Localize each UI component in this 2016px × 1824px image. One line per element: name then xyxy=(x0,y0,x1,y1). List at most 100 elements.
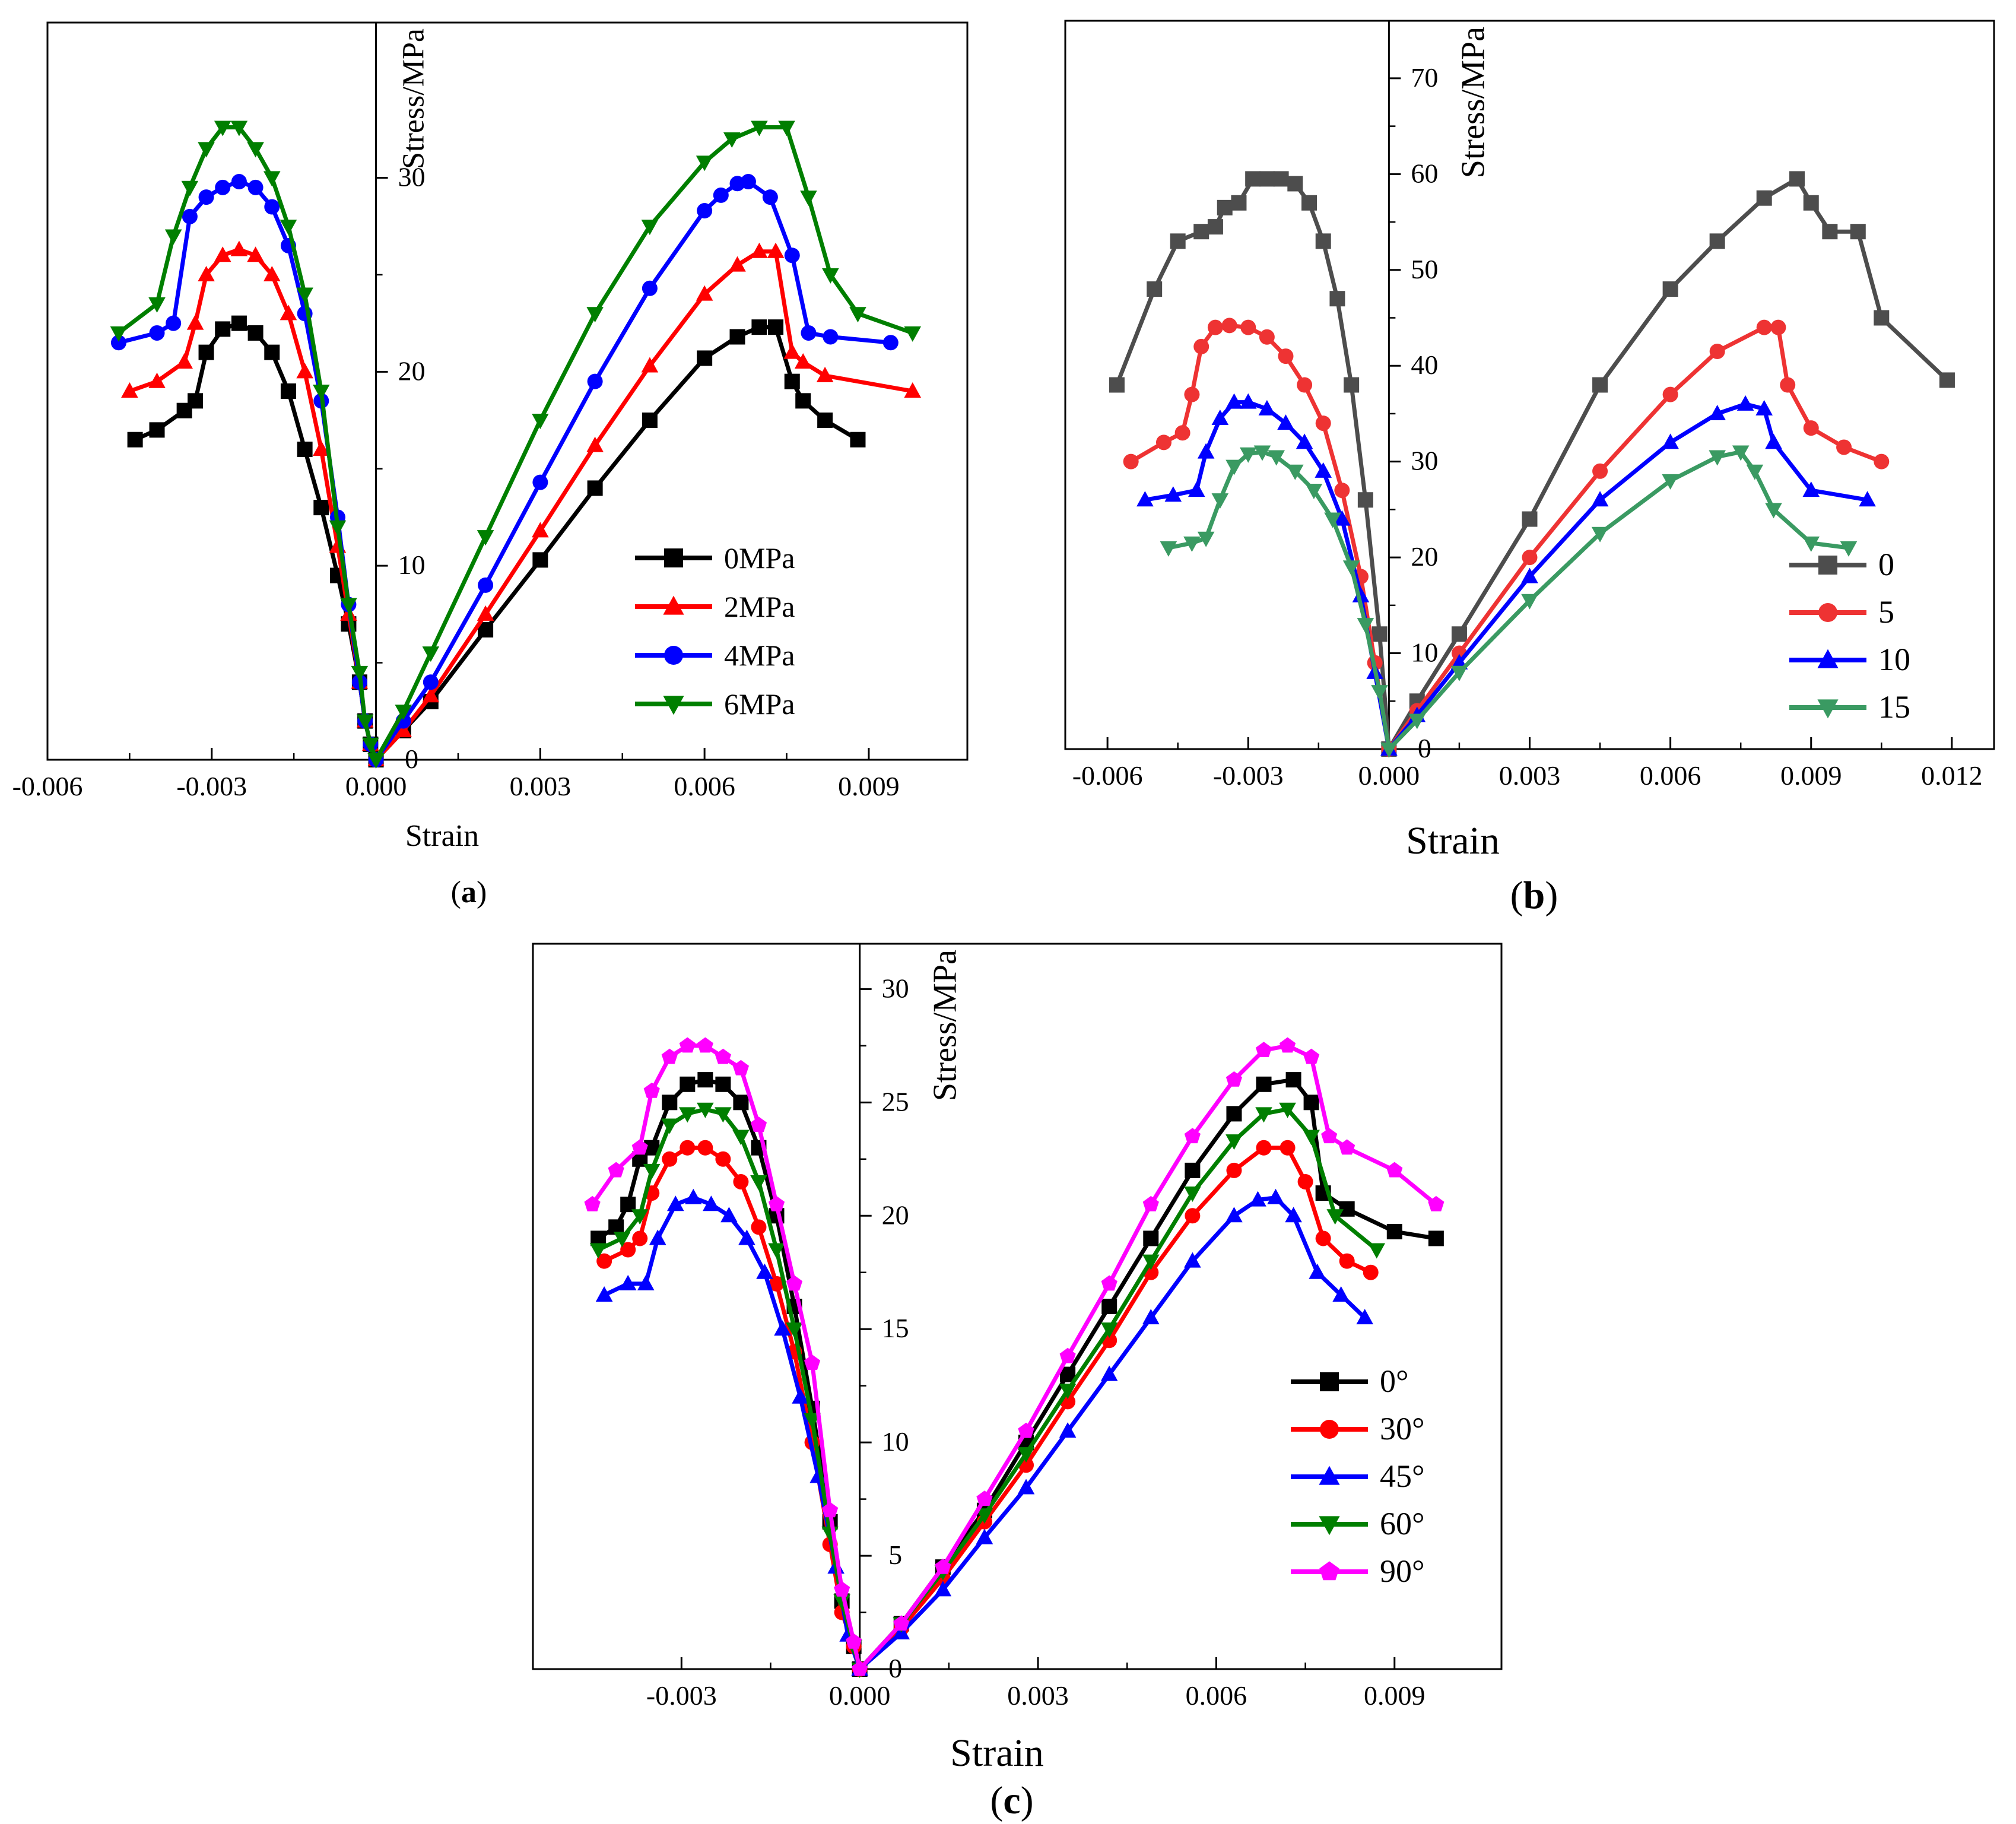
series-line xyxy=(603,1146,1372,1671)
data-point xyxy=(1100,1322,1118,1338)
data-point xyxy=(1521,567,1538,583)
data-point xyxy=(1239,393,1257,409)
data-point xyxy=(182,208,198,224)
data-point xyxy=(733,1095,749,1111)
data-point xyxy=(804,1354,821,1371)
y-tick-label: 20 xyxy=(398,356,426,386)
data-point xyxy=(1259,171,1275,187)
data-point xyxy=(769,1276,785,1292)
data-point xyxy=(904,326,922,342)
data-point xyxy=(1259,329,1275,345)
data-point xyxy=(1155,434,1171,451)
data-point xyxy=(1188,481,1205,497)
legend-marker xyxy=(1320,1420,1339,1439)
data-point xyxy=(661,1118,678,1134)
data-point xyxy=(751,1219,767,1235)
data-point xyxy=(801,325,817,341)
data-point xyxy=(264,199,280,215)
data-point xyxy=(1662,281,1678,297)
x-tick-label: 0.000 xyxy=(829,1680,891,1711)
data-point xyxy=(1522,550,1538,566)
data-point xyxy=(1273,171,1289,187)
series-line xyxy=(603,1195,1367,1671)
data-point xyxy=(263,265,281,281)
x-tick-label: 0.009 xyxy=(1780,760,1842,791)
y-tick-label: 10 xyxy=(1411,637,1438,668)
data-point xyxy=(1357,492,1373,508)
series-30° xyxy=(596,1140,1379,1677)
data-point xyxy=(685,1188,702,1204)
data-point xyxy=(1109,377,1125,393)
data-point xyxy=(631,1209,649,1225)
data-point xyxy=(198,344,214,360)
data-point xyxy=(1803,195,1819,211)
data-point xyxy=(732,1059,750,1076)
chart-panel-a: 0 10 20 30 -0.006 -0.003 0.000 0.003 0.006 0.009 S… xyxy=(12,21,969,909)
legend-label: 0MPa xyxy=(724,541,795,575)
data-point xyxy=(1756,319,1772,335)
legend-marker xyxy=(663,696,684,715)
series-60° xyxy=(589,1102,1386,1678)
data-point xyxy=(313,500,329,516)
legend-label: 30° xyxy=(1380,1411,1425,1446)
data-point xyxy=(846,1633,862,1649)
data-point xyxy=(231,315,247,331)
data-point xyxy=(822,268,839,284)
series-45° xyxy=(595,1188,1374,1676)
data-point xyxy=(1297,377,1313,393)
y-axis-label: Stress/MPa xyxy=(397,28,431,169)
data-point xyxy=(661,1048,678,1064)
x-axis-label: Strain xyxy=(405,819,479,853)
data-point xyxy=(817,413,833,429)
x-tick-label: -0.003 xyxy=(646,1680,717,1711)
data-point xyxy=(1101,1299,1117,1314)
legend-marker xyxy=(664,548,683,567)
data-point xyxy=(679,1037,696,1053)
data-point xyxy=(1428,1195,1444,1211)
data-point xyxy=(784,248,800,264)
data-point xyxy=(608,1162,624,1178)
data-point xyxy=(329,520,347,536)
data-point xyxy=(1059,1422,1077,1438)
data-point xyxy=(1709,450,1726,466)
data-point xyxy=(1736,395,1754,411)
data-point xyxy=(110,335,126,351)
legend-marker xyxy=(1818,556,1837,575)
x-tick-label: -0.006 xyxy=(1072,760,1143,791)
legend-marker xyxy=(1319,1561,1339,1581)
data-point xyxy=(1315,233,1331,249)
data-point xyxy=(297,442,313,458)
data-point xyxy=(1746,464,1764,480)
data-point xyxy=(1386,1162,1403,1178)
data-point xyxy=(110,326,128,342)
legend-label: 10 xyxy=(1878,642,1910,677)
data-point xyxy=(637,1274,655,1290)
series-line xyxy=(118,179,891,762)
y-tick-label: 15 xyxy=(882,1313,909,1343)
data-point xyxy=(148,372,166,388)
data-point xyxy=(1939,372,1955,388)
data-point xyxy=(1297,1173,1313,1189)
data-point xyxy=(976,1508,993,1524)
data-point xyxy=(313,440,330,456)
data-point xyxy=(1184,1128,1201,1144)
y-tick-label: 10 xyxy=(882,1426,909,1457)
data-point xyxy=(595,1286,613,1302)
x-tick-label: 0.009 xyxy=(838,771,900,801)
data-point xyxy=(422,687,440,703)
data-point xyxy=(697,1102,714,1118)
x-tick-label: -0.006 xyxy=(12,771,83,801)
data-point xyxy=(532,522,549,538)
data-point xyxy=(732,1130,750,1146)
data-point xyxy=(1522,511,1538,527)
data-point xyxy=(1267,1188,1284,1204)
data-point xyxy=(340,598,357,614)
data-point xyxy=(1101,1275,1117,1291)
data-point xyxy=(1592,463,1608,479)
data-point xyxy=(532,413,549,429)
data-point xyxy=(1334,483,1350,499)
data-point xyxy=(1136,491,1154,507)
data-point xyxy=(532,552,548,568)
data-point xyxy=(784,373,800,389)
data-point xyxy=(1184,1252,1201,1268)
